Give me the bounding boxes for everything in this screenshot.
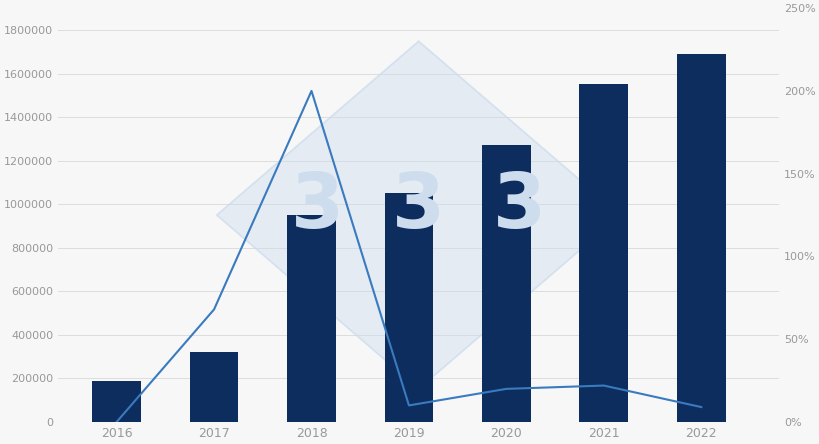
Bar	[579, 84, 627, 422]
Bar	[287, 215, 336, 422]
Text: 3: 3	[391, 170, 445, 244]
Bar	[189, 352, 238, 422]
Bar	[676, 54, 725, 422]
Bar	[384, 193, 432, 422]
Text: 3: 3	[291, 170, 344, 244]
Text: 3: 3	[492, 170, 545, 244]
Bar	[93, 381, 141, 422]
Bar	[482, 145, 530, 422]
Polygon shape	[216, 41, 620, 389]
